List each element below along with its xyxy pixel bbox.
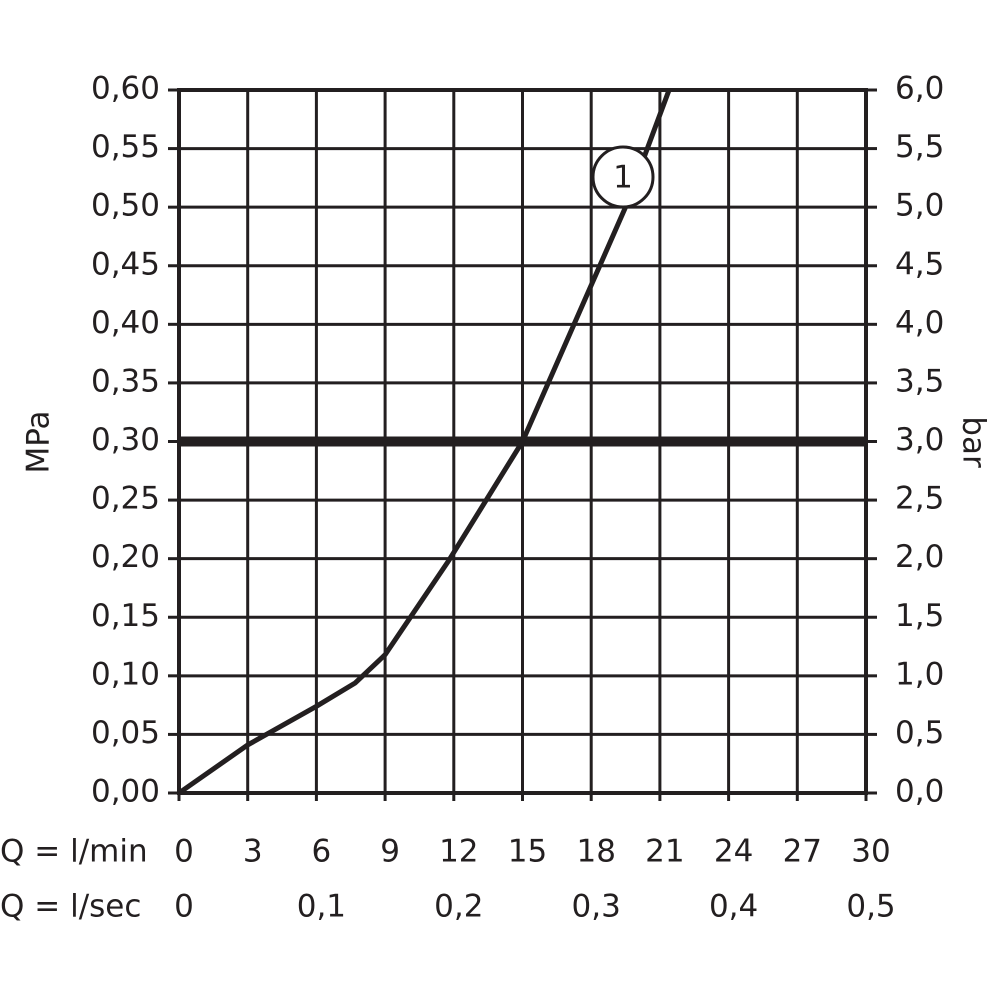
x-tick-label: 30 [851,834,890,870]
x2-tick-label: 0,2 [434,889,483,925]
x-tick-label: 21 [645,834,684,870]
x-tick-label: 12 [439,834,478,870]
y-tick-label: 0,60 [91,71,160,107]
x-tick-label: 9 [380,834,400,870]
y2-tick-label: 5,5 [895,129,944,165]
y2-tick-label: 3,0 [895,422,944,458]
y2-tick-label: 4,5 [895,246,944,282]
y2-tick-label: 0,0 [895,774,944,810]
x-tick-label: 18 [576,834,615,870]
y2-tick-label: 1,5 [895,598,944,634]
y2-tick-label: 3,5 [895,363,944,399]
y2-tick-label: 2,0 [895,539,944,575]
y-tick-label: 0,55 [91,129,160,165]
y-tick-label: 0,35 [91,363,160,399]
data-line [177,89,672,796]
y2-tick-label: 5,0 [895,188,944,224]
x2-tick-label: 0,4 [709,889,758,925]
x-tick-label: 6 [312,834,332,870]
y-tick-label: 0,10 [91,656,160,692]
y-axis-label: MPa [21,410,57,473]
y2-tick-label: 4,0 [895,305,944,341]
x-tick-label: 3 [243,834,263,870]
y2-axis-label: bar [956,416,992,468]
y-tick-label: 0,50 [91,188,160,224]
y2-tick-label: 0,5 [895,715,944,751]
series-marker [591,145,655,209]
y-tick-label: 0,00 [91,774,160,810]
series-label: 1 [613,160,633,196]
y2-tick-label: 1,0 [895,656,944,692]
y2-tick-label: 6,0 [895,71,944,107]
y2-tick-label: 2,5 [895,481,944,517]
x2-tick-label: 0,1 [297,889,346,925]
x-axis-label: Q = l/min [0,834,148,870]
y-tick-label: 0,25 [91,481,160,517]
x2-axis-label: Q = l/sec [0,889,141,925]
x2-tick-label: 0,5 [846,889,895,925]
y-tick-label: 0,20 [91,539,160,575]
y-tick-label: 0,45 [91,246,160,282]
y-tick-label: 0,40 [91,305,160,341]
x-tick-label: 27 [783,834,822,870]
y-tick-label: 0,05 [91,715,160,751]
y-tick-label: 0,30 [91,422,160,458]
x-tick-label: 24 [714,834,753,870]
x2-tick-label: 0,3 [572,889,621,925]
x-tick-label: 0 [174,834,194,870]
y-tick-label: 0,15 [91,598,160,634]
x2-tick-label: 0 [174,889,194,925]
x-tick-label: 15 [508,834,547,870]
